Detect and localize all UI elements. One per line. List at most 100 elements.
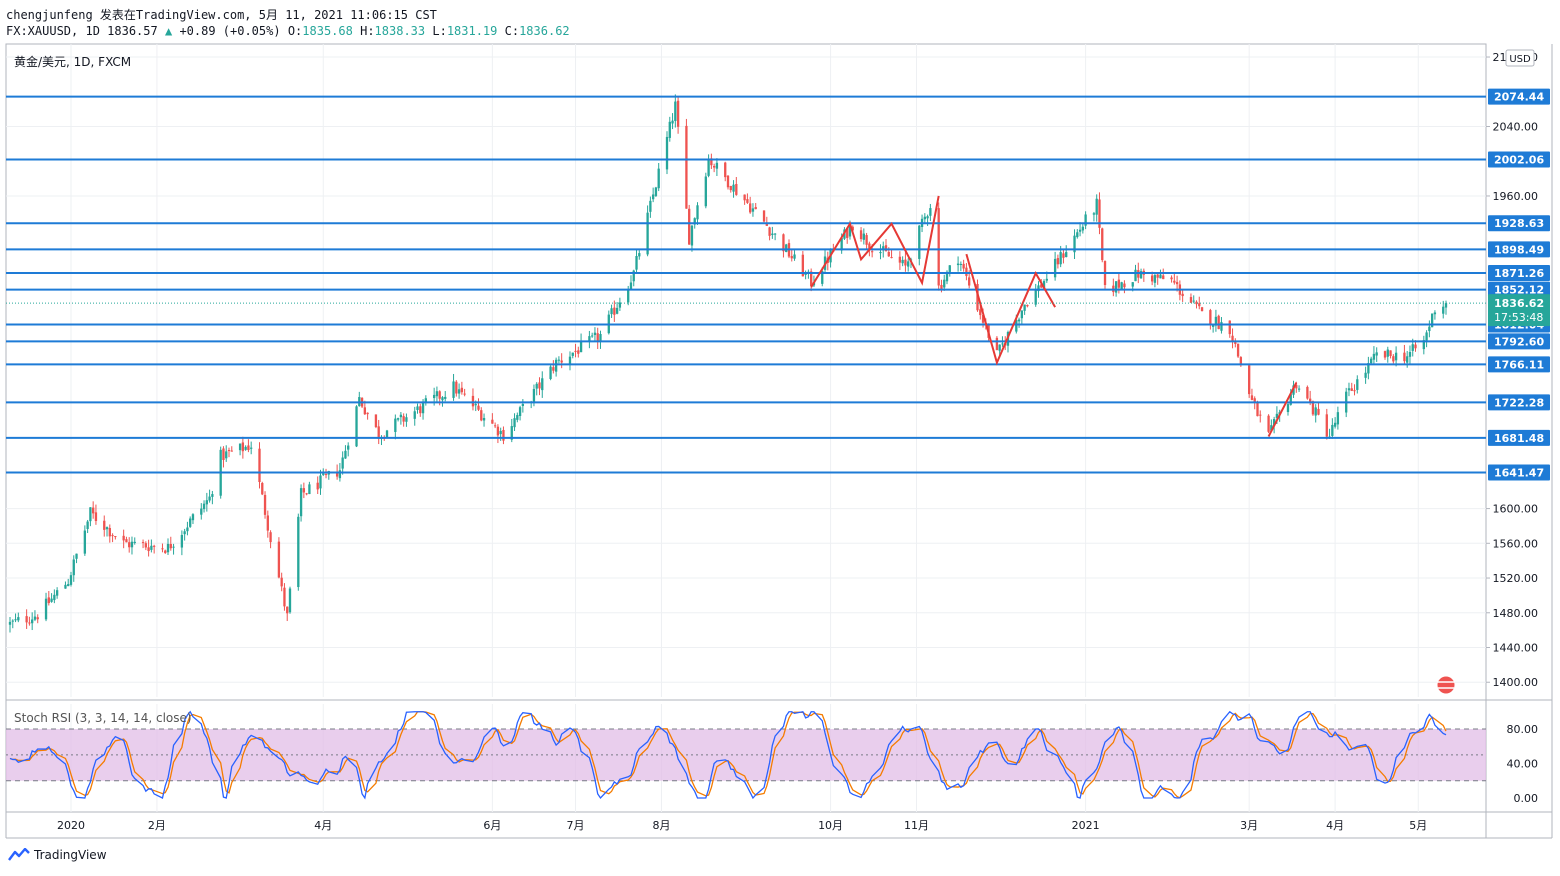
candle-body xyxy=(1433,312,1437,315)
stoch-k-line xyxy=(9,710,1447,800)
candle-body xyxy=(704,176,707,207)
stoch-tick-label: 80.00 xyxy=(1507,723,1539,736)
candle-body xyxy=(455,381,458,394)
candle-body xyxy=(405,417,408,422)
level-badge-label: 1681.48 xyxy=(1494,432,1544,445)
footer-branding[interactable]: TradingView xyxy=(8,848,107,862)
candle-body xyxy=(868,243,871,250)
candle-body xyxy=(898,256,902,263)
candle-body xyxy=(1414,344,1417,349)
candle-body xyxy=(202,503,206,510)
candle-body xyxy=(577,350,580,354)
x-tick-label: 3月 xyxy=(1240,819,1258,832)
y-tick-label: 1560.00 xyxy=(1493,537,1539,550)
candle-body xyxy=(421,402,425,414)
candle-body xyxy=(308,484,311,495)
pattern-trendline[interactable] xyxy=(965,253,1056,366)
x-tick-label: 4月 xyxy=(1326,819,1344,832)
stoch-legend: Stoch RSI (3, 3, 14, 14, close) xyxy=(14,711,192,725)
level-badge xyxy=(1488,215,1550,232)
candle-body xyxy=(638,253,641,257)
plot-frame xyxy=(5,43,1487,813)
candle-body xyxy=(538,382,541,389)
level-badge xyxy=(1488,281,1550,298)
candle-body xyxy=(288,588,292,613)
candle-body xyxy=(981,314,985,323)
candle-body xyxy=(438,391,441,399)
candle-body xyxy=(907,261,910,267)
candle-body xyxy=(1181,293,1184,297)
candle-body xyxy=(968,277,971,286)
candle-body xyxy=(1139,271,1143,279)
candle-body xyxy=(297,516,300,588)
candle-body xyxy=(250,447,253,449)
candle-body xyxy=(263,494,267,515)
candle-body xyxy=(859,230,863,240)
candle-body xyxy=(444,396,447,399)
candle-body xyxy=(1231,335,1234,342)
x-tick-label: 11月 xyxy=(904,819,929,832)
candle-body xyxy=(341,457,344,469)
pattern-trendline[interactable] xyxy=(810,195,940,288)
candle-body xyxy=(1336,412,1340,425)
candle-body xyxy=(144,543,147,548)
level-badge-label: 1852.12 xyxy=(1494,284,1544,297)
level-badge xyxy=(1488,429,1550,446)
candle-body xyxy=(200,508,203,515)
candle-body xyxy=(851,226,854,231)
candle-body xyxy=(33,616,37,620)
candle-body xyxy=(491,419,494,424)
candle-body xyxy=(696,205,699,220)
candle-body xyxy=(729,185,732,191)
candle-body xyxy=(1015,319,1018,332)
candle-body xyxy=(615,307,619,314)
tradingview-logo-icon xyxy=(8,848,30,861)
candle-body xyxy=(943,279,946,288)
candle-body xyxy=(125,539,128,543)
level-badge-label: 1871.26 xyxy=(1494,267,1544,280)
candle-body xyxy=(710,158,713,166)
candle-body xyxy=(1173,280,1176,283)
candle-body xyxy=(574,350,577,352)
candle-body xyxy=(266,515,269,531)
candle-body xyxy=(238,443,242,451)
candle-body xyxy=(956,263,960,266)
candle-body xyxy=(1120,282,1123,290)
candle-body xyxy=(482,417,486,421)
candle-body xyxy=(554,359,558,372)
candle-body xyxy=(1170,277,1173,280)
candle-body xyxy=(945,271,949,282)
candle-body xyxy=(1411,344,1414,351)
us-flag-icon[interactable] xyxy=(1436,675,1456,695)
candle-body xyxy=(280,577,283,587)
candle-body xyxy=(1444,303,1448,308)
pattern-trendline[interactable] xyxy=(1267,382,1298,437)
low-value: 1831.19 xyxy=(446,24,498,38)
candle-body xyxy=(821,270,824,284)
candle-body xyxy=(926,216,929,219)
candle-body xyxy=(1159,274,1162,279)
y-tick-label: 1520.00 xyxy=(1493,572,1539,585)
candle-body xyxy=(172,546,175,548)
candle-body xyxy=(1364,372,1367,378)
candle-body xyxy=(579,340,583,353)
candle-body xyxy=(1150,275,1154,282)
candle-body xyxy=(69,575,73,585)
candle-body xyxy=(671,120,674,124)
candle-body xyxy=(890,257,893,259)
candle-body xyxy=(186,527,189,532)
candle-body xyxy=(67,584,70,587)
candle-body xyxy=(516,415,519,420)
candle-body xyxy=(1026,304,1029,307)
candle-body xyxy=(768,227,771,236)
currency-box[interactable] xyxy=(1505,49,1535,67)
high-label: H: xyxy=(360,24,375,38)
candle-body xyxy=(1372,353,1376,360)
candle-body xyxy=(1295,384,1298,389)
candle-body xyxy=(94,512,98,521)
candle-body xyxy=(324,474,328,476)
candle-body xyxy=(1023,304,1026,311)
candle-body xyxy=(299,488,303,517)
low-label: L: xyxy=(432,24,447,38)
